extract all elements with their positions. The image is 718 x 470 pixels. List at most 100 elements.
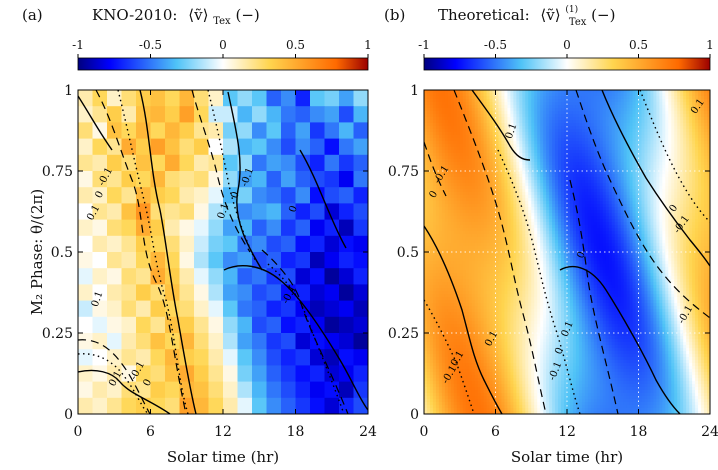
field-cell	[590, 207, 595, 211]
field-cell	[438, 147, 443, 151]
field-cell	[701, 111, 705, 115]
field-cell	[558, 147, 562, 151]
field-cell	[698, 225, 702, 229]
field-cell	[498, 168, 502, 172]
heatmap-cell	[179, 300, 195, 318]
panel-a-contour-dashed-1	[95, 90, 187, 414]
field-cell	[528, 129, 532, 133]
field-cell	[489, 117, 494, 121]
field-cell	[569, 195, 574, 199]
y-tick-label: 0.25	[42, 326, 73, 342]
heatmap-cell	[165, 397, 180, 414]
field-cell	[531, 90, 535, 94]
field-cell	[424, 126, 428, 130]
field-cell	[474, 186, 479, 190]
field-cell	[647, 171, 651, 175]
field-cell	[578, 147, 583, 151]
field-cell	[504, 162, 508, 166]
field-cell	[581, 192, 586, 196]
field-cell	[674, 129, 678, 133]
field-cell	[486, 105, 491, 109]
heatmap-cell	[121, 154, 137, 172]
field-cell	[435, 222, 440, 226]
field-cell	[590, 150, 595, 154]
field-cell	[426, 195, 431, 199]
field-cell	[704, 111, 708, 115]
field-cell	[656, 90, 660, 94]
field-cell	[572, 138, 577, 142]
field-cell	[671, 120, 675, 124]
field-cell	[665, 120, 669, 124]
field-cell	[581, 228, 586, 232]
field-cell	[453, 159, 458, 163]
field-cell	[426, 156, 431, 160]
field-cell	[632, 117, 637, 121]
field-cell	[516, 207, 520, 211]
field-cell	[686, 186, 690, 190]
field-cell	[686, 96, 690, 100]
field-cell	[498, 165, 502, 169]
heatmap-cell	[78, 316, 93, 334]
field-cell	[611, 150, 616, 154]
field-cell	[489, 201, 494, 205]
field-cell	[462, 204, 467, 208]
field-cell	[441, 195, 446, 199]
field-cell	[549, 138, 553, 142]
field-cell	[614, 165, 619, 169]
field-cell	[647, 102, 651, 106]
field-cell	[432, 174, 437, 178]
field-cell	[587, 228, 592, 232]
field-cell	[650, 171, 654, 175]
field-cell	[701, 117, 705, 121]
field-cell	[453, 156, 458, 160]
field-cell	[656, 210, 660, 214]
field-cell	[644, 171, 648, 175]
field-cell	[435, 117, 440, 121]
field-cell	[701, 96, 705, 100]
field-cell	[534, 225, 538, 229]
field-cell	[629, 207, 634, 211]
field-cell	[653, 153, 657, 157]
field-cell	[635, 165, 639, 169]
heatmap-cell	[78, 365, 93, 382]
field-cell	[531, 150, 535, 154]
field-cell	[605, 111, 610, 115]
field-cell	[614, 177, 619, 181]
field-cell	[471, 99, 476, 103]
heatmap-cell	[121, 90, 137, 107]
field-cell	[564, 201, 568, 205]
field-cell	[701, 204, 705, 208]
field-cell	[450, 102, 455, 106]
field-cell	[549, 144, 553, 148]
field-cell	[707, 192, 710, 196]
field-cell	[590, 135, 595, 139]
field-cell	[689, 159, 693, 163]
field-cell	[507, 192, 511, 196]
field-cell	[626, 129, 631, 133]
field-cell	[632, 132, 637, 136]
field-cell	[426, 144, 431, 148]
field-cell	[623, 129, 628, 133]
field-cell	[632, 120, 637, 124]
field-cell	[581, 120, 586, 124]
field-cell	[528, 108, 532, 112]
field-cell	[489, 111, 494, 115]
field-cell	[635, 147, 639, 151]
field-cell	[602, 99, 607, 103]
field-cell	[531, 195, 535, 199]
heatmap-cell	[237, 187, 253, 204]
field-cell	[671, 102, 675, 106]
field-cell	[584, 126, 589, 130]
field-cell	[441, 90, 446, 94]
field-cell	[689, 156, 693, 160]
field-cell	[626, 120, 631, 124]
field-cell	[707, 210, 710, 214]
field-cell	[516, 204, 520, 208]
field-cell	[453, 195, 458, 199]
field-cell	[674, 144, 678, 148]
field-cell	[632, 93, 637, 97]
heatmap-cell	[252, 154, 267, 172]
field-cell	[695, 117, 699, 121]
field-cell	[638, 90, 642, 94]
field-cell	[552, 186, 556, 190]
